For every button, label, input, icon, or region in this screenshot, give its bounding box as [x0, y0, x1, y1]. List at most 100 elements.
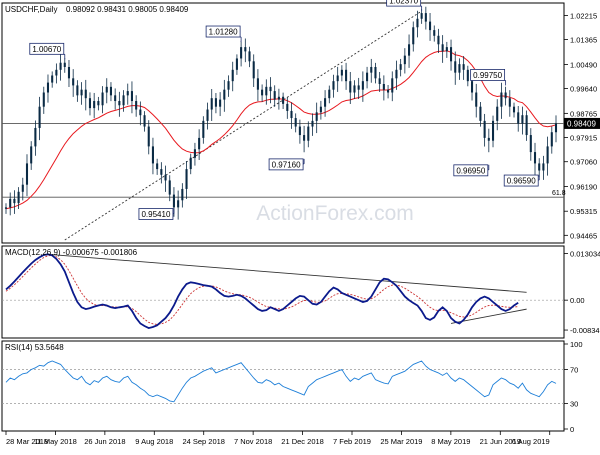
candle-body: [72, 78, 75, 86]
candle-body: [235, 58, 238, 70]
rsi-y-axis: 100 70 30 0: [564, 340, 583, 434]
candle-body: [265, 86, 268, 96]
candle-body: [105, 86, 108, 93]
candle-body: [282, 96, 285, 104]
annotation-box: [503, 174, 539, 187]
price-y-tick-label: 0.95315: [570, 207, 597, 216]
x-tick-label: 24 Sep 2018: [182, 437, 225, 446]
candle-body: [374, 66, 377, 79]
candle-body: [231, 69, 234, 82]
candle-body: [399, 64, 402, 70]
candle-body: [508, 98, 511, 107]
rsi-line: [5, 360, 557, 403]
x-tick-label: 21 Jun 2019: [480, 437, 521, 446]
last-price-tag: 0.98409: [564, 117, 600, 129]
candle-body: [30, 146, 33, 164]
annotation-box: [29, 42, 65, 55]
candle-body: [156, 163, 159, 170]
macd-title: MACD(12,26,9) -0.000675 -0.001806: [5, 248, 138, 257]
annotation-label: 1.00670: [32, 45, 61, 54]
candle-body: [181, 188, 184, 201]
candle-body: [261, 89, 264, 96]
candle-body: [303, 135, 306, 141]
candle-body: [429, 21, 432, 31]
candle-body: [387, 89, 390, 93]
annotation-box: [453, 164, 489, 177]
candle-body: [517, 112, 520, 124]
fib-level-label: 61.8: [552, 190, 566, 197]
candle-body: [466, 69, 469, 82]
candle-body: [210, 98, 213, 110]
price-y-tick-label: 0.97915: [570, 133, 597, 142]
candle-body: [454, 61, 457, 73]
candle-body: [46, 82, 50, 93]
annotation-box: [470, 69, 506, 81]
macd-line: [5, 253, 519, 330]
candle-body: [391, 78, 394, 93]
x-tick-label: 7 Feb 2019: [333, 437, 371, 446]
candle-body: [256, 78, 259, 90]
candle-body: [504, 92, 507, 99]
annotation-label: 0.97160: [272, 160, 301, 169]
macd-trendline: [47, 253, 527, 293]
candle-body: [345, 69, 348, 82]
candle-body: [533, 152, 537, 164]
candle-body: [395, 69, 398, 79]
candle-body: [114, 95, 117, 102]
candle-body: [483, 120, 486, 138]
price-y-tick-label: 1.00490: [570, 60, 597, 69]
candle-body: [126, 91, 129, 96]
candle-body: [109, 86, 113, 96]
candle-body: [101, 92, 104, 106]
price-panel: [1, 2, 565, 244]
candle-body: [248, 51, 251, 62]
candle-body: [55, 69, 58, 76]
candle-body: [475, 92, 478, 107]
candle-body: [336, 75, 339, 82]
candle-body: [76, 85, 79, 96]
candle-body: [252, 61, 255, 79]
macd-panel: [1, 245, 565, 339]
candle-body: [4, 207, 8, 209]
candle-body: [193, 149, 196, 158]
candle-body: [340, 69, 343, 76]
candle-body: [311, 120, 314, 127]
candle-body: [382, 84, 385, 90]
candle-body: [219, 99, 222, 107]
annotation-box: [386, 0, 422, 7]
candle-body: [240, 47, 243, 59]
candle-body: [361, 81, 364, 90]
candle-body: [151, 146, 154, 164]
candle-body: [554, 123, 558, 133]
candle-body: [34, 127, 37, 147]
price-candles: [4, 6, 558, 220]
candle-body: [17, 191, 20, 204]
price-grid: [2, 123, 564, 198]
moving-average-line: [5, 50, 557, 210]
annotation-label: 0.96950: [456, 166, 485, 175]
candle-body: [202, 120, 205, 138]
candle-body: [307, 126, 310, 141]
candle-body: [470, 81, 474, 93]
candle-body: [449, 47, 453, 62]
candle-body: [84, 89, 87, 99]
candle-body: [370, 66, 373, 73]
macd-lines: [2, 253, 564, 330]
candle-body: [433, 30, 436, 36]
candle-body: [25, 163, 29, 185]
x-tick-label: 25 Mar 2019: [380, 437, 422, 446]
x-tick-label: 6 Aug 2019: [512, 437, 550, 446]
candle-body: [298, 126, 301, 136]
candle-body: [9, 198, 12, 208]
candle-body: [177, 200, 180, 208]
candle-body: [412, 27, 415, 45]
candle-body: [290, 110, 293, 119]
candle-body: [42, 92, 45, 107]
annotation-label: 0.96590: [507, 177, 536, 186]
candle-body: [122, 95, 125, 106]
price-trendline: [64, 10, 422, 241]
candle-body: [198, 137, 201, 150]
x-tick-label: 26 Jun 2018: [84, 437, 125, 446]
